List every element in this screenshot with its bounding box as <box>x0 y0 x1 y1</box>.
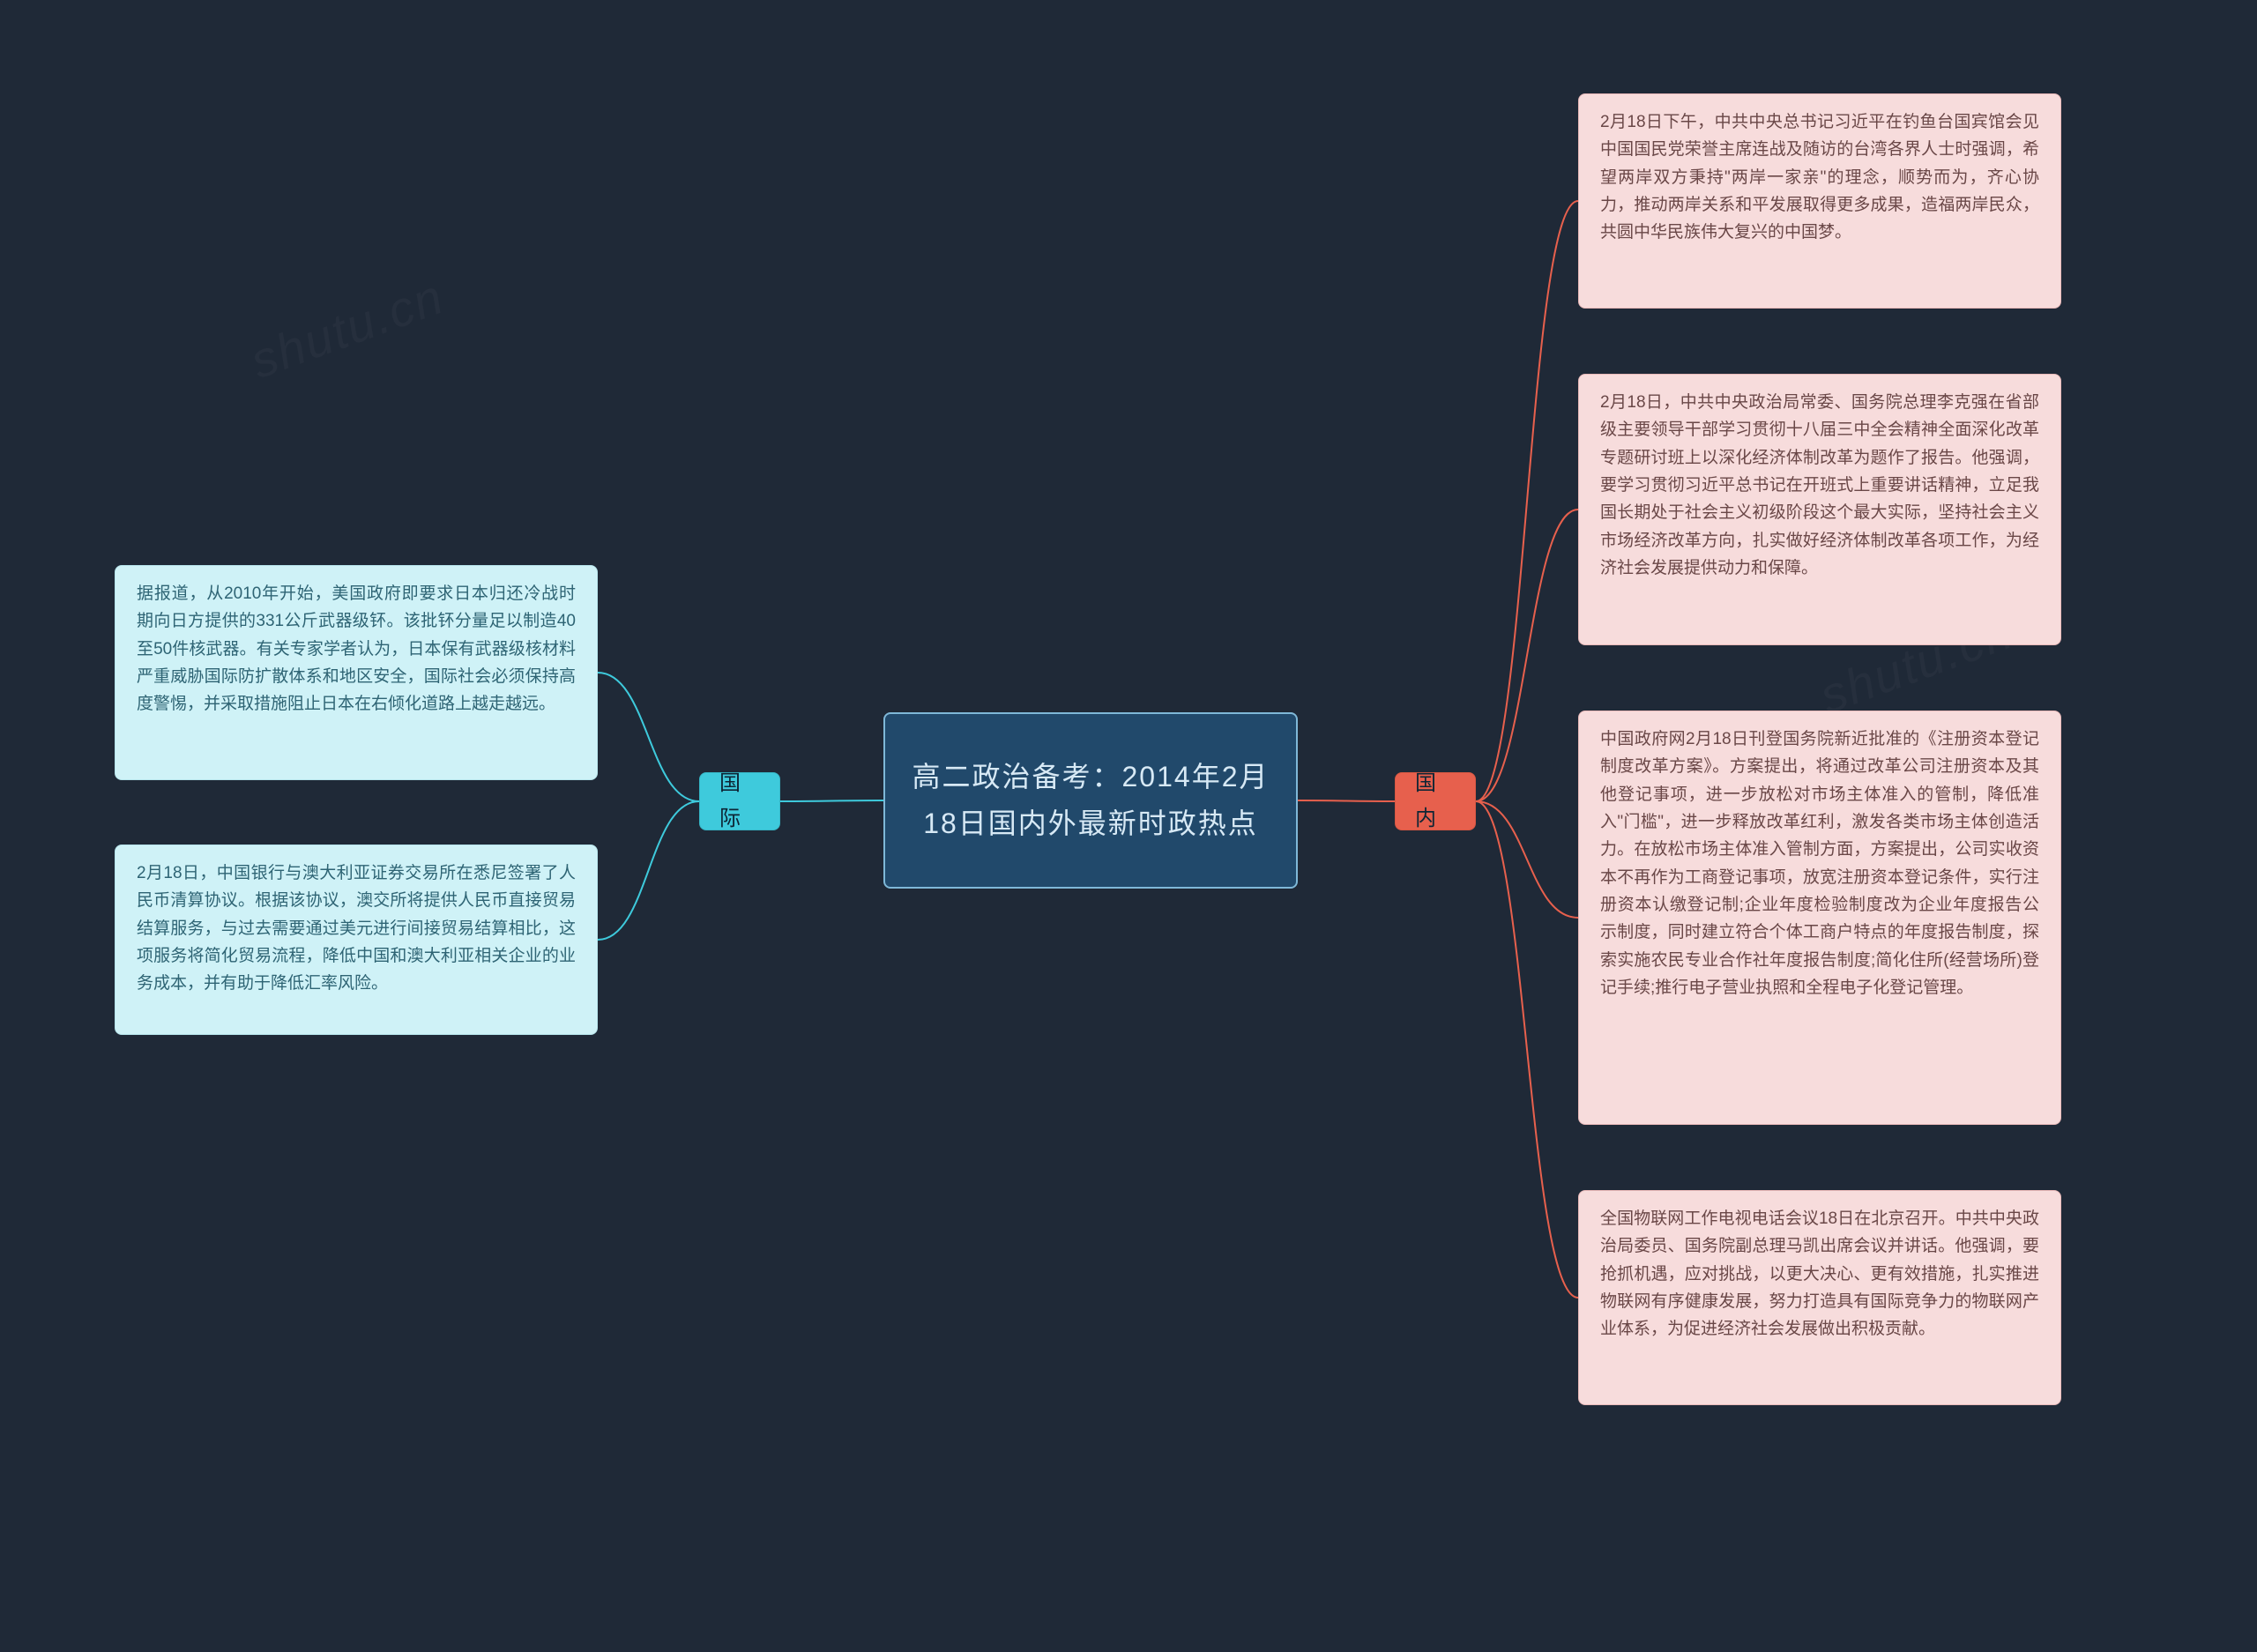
leaf-domestic-1: 2月18日，中共中央政治局常委、国务院总理李克强在省部级主要领导干部学习贯彻十八… <box>1578 374 2061 645</box>
leaf-intl-1: 2月18日，中国银行与澳大利亚证券交易所在悉尼签署了人民币清算协议。根据该协议，… <box>115 845 598 1035</box>
category-domestic: 国内 <box>1395 772 1476 830</box>
leaf-domestic-2: 中国政府网2月18日刊登国务院新近批准的《注册资本登记制度改革方案》。方案提出，… <box>1578 711 2061 1125</box>
category-international: 国际 <box>699 772 780 830</box>
leaf-domestic-0: 2月18日下午，中共中央总书记习近平在钓鱼台国宾馆会见中国国民党荣誉主席连战及随… <box>1578 93 2061 309</box>
mindmap-center-topic: 高二政治备考：2014年2月18日国内外最新时政热点 <box>883 712 1298 889</box>
leaf-intl-0: 据报道，从2010年开始，美国政府即要求日本归还冷战时期向日方提供的331公斤武… <box>115 565 598 780</box>
leaf-domestic-3: 全国物联网工作电视电话会议18日在北京召开。中共中央政治局委员、国务院副总理马凯… <box>1578 1190 2061 1405</box>
